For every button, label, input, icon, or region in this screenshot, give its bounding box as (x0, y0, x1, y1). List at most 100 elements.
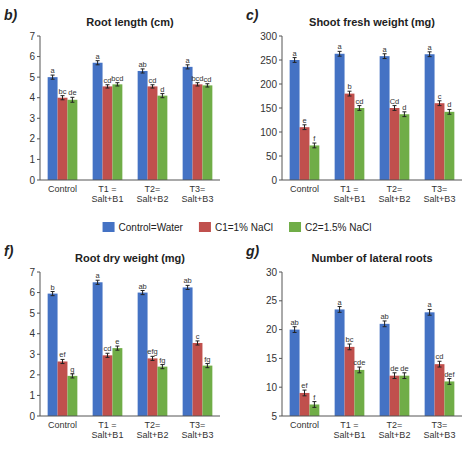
error-bar (447, 109, 451, 114)
bar (399, 376, 409, 416)
significance-letter: de (68, 88, 76, 97)
x-tick-label: Control (48, 184, 77, 194)
significance-letter: ab (380, 312, 388, 321)
x-tick-label: T1 =Salt+B1 (334, 184, 366, 204)
y-tick-label: 100 (260, 127, 277, 138)
y-tick (37, 416, 40, 417)
panel: aaababccdcdbcddebcddcd01234567ControlT1 … (4, 7, 220, 204)
significance-letter: ab (138, 282, 146, 291)
y-tick (279, 387, 282, 388)
background (0, 0, 474, 474)
error-bar (205, 84, 209, 87)
y-tick (37, 118, 40, 119)
error-bar (383, 54, 387, 59)
y-tick (279, 60, 282, 61)
significance-letter: b (347, 82, 351, 91)
legend-item: C2=1.5% NaCl (289, 222, 371, 233)
y-tick (37, 138, 40, 139)
title: Root dry weight (mg) (75, 252, 185, 264)
bar (380, 56, 390, 180)
x-tick-label: T3=Salt+B3 (182, 420, 214, 440)
error-bar (338, 307, 342, 313)
bar (138, 71, 148, 180)
error-bar (160, 365, 164, 369)
significance-letter: bc (59, 87, 67, 96)
error-bar (293, 58, 297, 63)
panel-label: g) (245, 243, 260, 259)
y-tick (37, 159, 40, 160)
y-tick-label: 7 (29, 267, 35, 278)
significance-letter: cd (104, 76, 112, 85)
legend-label: C2=1.5% NaCl (305, 222, 371, 233)
bar (300, 393, 310, 416)
x-tick-label: T1 =Salt+B1 (334, 420, 366, 440)
bar (93, 282, 103, 416)
y-tick-label: 1 (29, 390, 35, 401)
legend-swatch (199, 222, 211, 232)
significance-letter: bcd (111, 74, 123, 83)
bar (103, 355, 113, 416)
y-tick-label: 2 (29, 369, 35, 380)
error-bar (348, 91, 352, 96)
y-tick-label: 50 (266, 151, 278, 162)
y-tick-label: 6 (29, 51, 35, 62)
legend-swatch (103, 222, 115, 232)
significance-letter: a (51, 66, 56, 75)
error-bar (96, 61, 100, 65)
error-bar (205, 364, 209, 368)
bar (58, 361, 68, 416)
y-tick (279, 36, 282, 37)
panel-label: b) (4, 7, 18, 23)
bar-series (67, 346, 212, 416)
significance-letter: a (96, 52, 101, 61)
y-tick-label: 4 (29, 328, 35, 339)
plot-area (290, 51, 455, 180)
y-tick (279, 132, 282, 133)
bar (399, 114, 409, 180)
error-bar (141, 69, 145, 73)
bar-series (48, 61, 193, 180)
bar (444, 381, 454, 416)
y-tick-label: 0 (271, 175, 277, 186)
y-tick (279, 358, 282, 359)
significance-letter: a (293, 49, 298, 58)
significance-letter: bc (346, 335, 354, 344)
significance-letter: de (390, 364, 398, 373)
y-tick-label: 250 (260, 55, 277, 66)
error-bar (115, 83, 119, 86)
y-tick-label: 10 (266, 382, 278, 393)
bar (290, 60, 300, 180)
significance-letter: a (338, 298, 343, 307)
significance-letter: ab (138, 60, 146, 69)
bar (290, 330, 300, 416)
bar (148, 358, 158, 416)
error-bar (51, 292, 55, 296)
x-axis-line (282, 180, 462, 181)
y-tick-label: 2 (29, 133, 35, 144)
y-tick-label: 300 (260, 31, 277, 42)
bar (138, 293, 148, 416)
bar-series (290, 51, 435, 180)
title: Root length (cm) (86, 16, 174, 28)
bar (354, 108, 364, 180)
x-tick-label: Control (48, 420, 77, 430)
significance-letter: Cd (390, 97, 400, 106)
y-tick-label: 200 (260, 79, 277, 90)
significance-letter: de (400, 364, 408, 373)
bar (435, 364, 445, 416)
bar-series (58, 83, 203, 180)
error-bar (393, 373, 397, 379)
bar (48, 294, 58, 416)
bar-series (67, 83, 212, 180)
y-tick (279, 272, 282, 273)
significance-letter: bcd (191, 74, 203, 83)
bar (148, 86, 158, 180)
y-tick-label: 5 (271, 411, 277, 422)
bar (390, 108, 400, 180)
y-tick (279, 416, 282, 417)
y-tick (37, 56, 40, 57)
significance-letter: efg (147, 347, 157, 356)
x-tick-label: T3=Salt+B3 (424, 184, 456, 204)
x-tick-label: T1 =Salt+B1 (92, 184, 124, 204)
bar (300, 127, 310, 180)
